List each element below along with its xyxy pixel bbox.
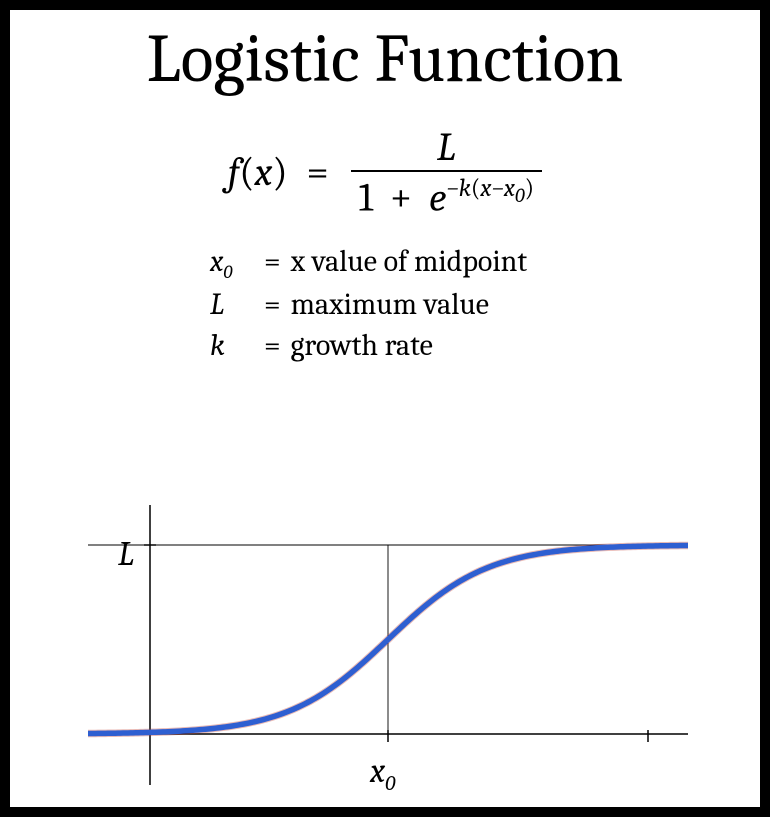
def-eq: = [264, 285, 281, 326]
def-desc: x value of midpoint [291, 242, 528, 283]
formula-numerator: L [429, 126, 464, 170]
def-eq: = [264, 326, 281, 367]
formula-lhs: f(x) = [228, 149, 339, 195]
def-desc: maximum value [291, 285, 489, 326]
def-symbol-x0: x0 [210, 242, 254, 285]
def-eq: = [264, 242, 281, 283]
formula-denominator: 1 + e−k(x−x0) [351, 172, 543, 218]
logistic-chart: L x0 [88, 505, 688, 785]
definition-row: L = maximum value [210, 285, 760, 326]
formula-eq: = [306, 149, 328, 195]
figure-frame: Logistic Function f(x) = L 1 + e−k(x−x0)… [0, 0, 770, 817]
den-exponent: −k(x−x0) [446, 175, 534, 203]
def-symbol-k: k [210, 326, 254, 367]
den-one: 1 [359, 174, 373, 220]
formula-f: f [228, 149, 239, 195]
den-plus: + [390, 174, 412, 220]
page-title: Logistic Function [10, 20, 760, 98]
den-e: e [429, 174, 446, 220]
chart-svg [88, 505, 688, 785]
formula-block: f(x) = L 1 + e−k(x−x0) [10, 126, 760, 218]
definition-row: k = growth rate [210, 326, 760, 367]
logistic-formula: f(x) = L 1 + e−k(x−x0) [228, 126, 542, 218]
def-desc: growth rate [291, 326, 433, 367]
x-midpoint-label: x0 [370, 751, 395, 796]
formula-fraction: L 1 + e−k(x−x0) [351, 126, 543, 218]
definitions-list: x0 = x value of midpoint L = maximum val… [210, 242, 760, 366]
y-asymptote-label: L [118, 534, 134, 574]
definition-row: x0 = x value of midpoint [210, 242, 760, 285]
formula-x: x [255, 149, 273, 195]
def-symbol-L: L [210, 285, 254, 326]
